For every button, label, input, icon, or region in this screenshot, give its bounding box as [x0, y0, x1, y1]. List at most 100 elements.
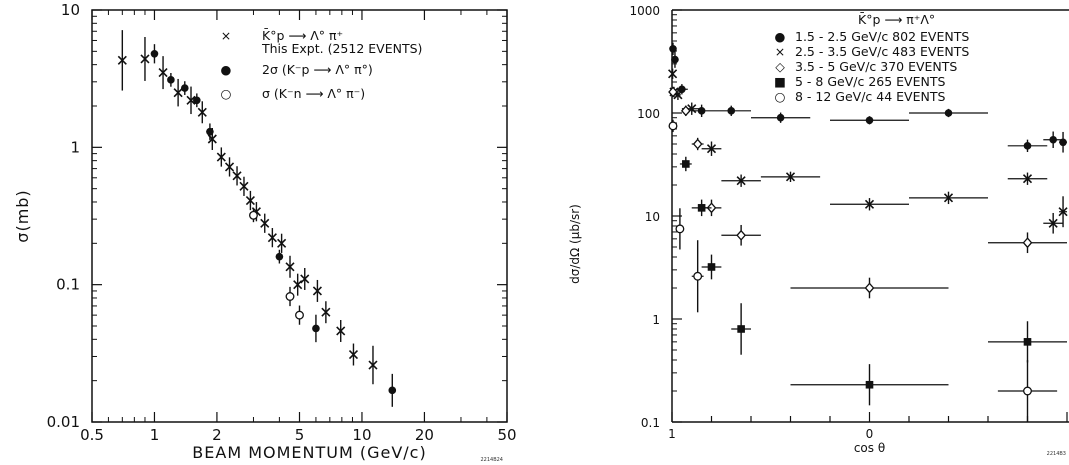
cross-marker [300, 274, 310, 284]
x-tick-label: 0.5 [80, 426, 104, 444]
legend-label: K̄°p ⟶ Λ° π⁺ [262, 28, 343, 43]
legend-symbol: ● [221, 62, 232, 77]
x-tick-label: 20 [415, 426, 434, 444]
y-tick-label: 1 [652, 313, 660, 327]
filled-circle-marker [1023, 142, 1032, 150]
open-diamond-marker [668, 86, 678, 98]
cross-marker [312, 286, 322, 296]
cross-marker [785, 172, 796, 182]
series-filled-square [679, 156, 1067, 406]
cross-marker [260, 218, 270, 228]
cross-marker [348, 349, 359, 360]
open-circle-marker [295, 310, 304, 320]
cross-marker [321, 307, 331, 317]
filled-circle-marker [1059, 138, 1067, 147]
legend-label: 2σ (K⁻p ⟶ Λ° π°) [262, 62, 373, 77]
filled-circle-marker [167, 76, 175, 84]
filled-circle-marker [671, 55, 679, 64]
legend-symbol: × [221, 28, 231, 43]
filled-square-marker [865, 380, 874, 389]
series-filled-circle [150, 44, 397, 407]
filled-circle-marker [669, 45, 677, 53]
cross-marker [706, 144, 717, 154]
filled-square-marker [697, 204, 706, 212]
filled-circle-marker [180, 84, 189, 92]
cross-marker [864, 199, 875, 209]
open-circle-marker [675, 224, 685, 234]
cross-marker [197, 107, 207, 117]
filled-circle-marker [944, 109, 953, 117]
legend-title: K̄°p ⟶ π⁺Λ° [858, 12, 935, 27]
cross-marker [368, 360, 378, 370]
cross-marker [186, 95, 196, 105]
cross-marker [293, 280, 303, 290]
y-axis-label: dσ/dΩ (μb/sr) [568, 204, 582, 284]
filled-circle-marker [678, 85, 686, 94]
x-tick-label: 10 [352, 426, 371, 444]
open-diamond-marker [692, 138, 703, 150]
x-axis-label: cos θ [854, 441, 885, 455]
filled-square-marker [707, 263, 716, 271]
series-open-circle [668, 119, 1058, 422]
open-circle-marker [668, 121, 678, 131]
cross-marker [245, 195, 255, 206]
y-tick-label: 1000 [629, 4, 660, 18]
cross-marker [1022, 174, 1033, 184]
series-open-diamond [668, 86, 1067, 299]
legend-symbol: ○ [775, 89, 786, 104]
cross-marker [117, 55, 127, 65]
legend-label: 1.5 - 2.5 GeV/c 802 EVENTS [795, 29, 969, 44]
series-cross [117, 30, 378, 385]
filled-square-marker [737, 325, 745, 333]
legend-symbol: ○ [221, 86, 232, 101]
y-axis-label: σ(mb) [13, 189, 32, 242]
y-tick-label: 0.1 [56, 276, 80, 294]
filled-circle-marker [776, 113, 785, 122]
x-tick-label: 50 [497, 426, 516, 444]
cross-marker [224, 162, 235, 172]
cross-marker [1058, 207, 1068, 217]
right-legend: K̄°p ⟶ π⁺Λ° ● 1.5 - 2.5 GeV/c 802 EVENTS × 2… [774, 12, 969, 104]
x-tick-label: 5 [295, 426, 305, 444]
x-tick-label: 1 [150, 426, 160, 444]
cross-marker [216, 152, 226, 162]
x-tick-label: 0 [866, 427, 874, 441]
cross-marker [673, 90, 683, 100]
open-circle-marker [285, 292, 295, 301]
cross-marker [736, 176, 746, 186]
open-circle-marker [249, 210, 258, 220]
filled-circle-marker [1049, 135, 1057, 144]
filled-circle-marker [150, 49, 159, 58]
filled-circle-marker [275, 252, 284, 261]
open-circle-marker [693, 271, 703, 281]
open-diamond-marker [864, 282, 875, 294]
filled-circle-marker [388, 386, 397, 395]
legend-symbol: × [775, 44, 785, 59]
filled-circle-marker [727, 107, 736, 115]
y-tick-label: 1 [70, 138, 80, 156]
cross-marker [207, 134, 217, 144]
open-diamond-marker [736, 229, 746, 241]
cross-marker [943, 193, 954, 203]
filled-circle-marker [193, 96, 201, 105]
x-tick-label: 2 [212, 426, 222, 444]
legend-label: 8 - 12 GeV/c 44 EVENTS [795, 89, 945, 104]
cross-marker [285, 262, 295, 272]
cross-marker [158, 68, 168, 78]
y-tick-label: 0.1 [641, 416, 660, 430]
cross-marker [140, 54, 150, 64]
series-cross [668, 68, 1068, 234]
x-tick-label: 1 [668, 427, 676, 441]
legend-symbol: ◇ [775, 59, 785, 74]
cross-marker [1048, 218, 1058, 228]
x-axis-label: BEAM MOMENTUM (GeV/c) [192, 443, 426, 462]
cross-marker [277, 238, 287, 248]
y-tick-label: 0.01 [47, 413, 80, 431]
legend-label: 3.5 - 5 GeV/c 370 EVENTS [795, 59, 957, 74]
y-tick-label: 100 [637, 107, 660, 121]
cross-marker [336, 326, 346, 336]
y-tick-label: 10 [61, 1, 80, 19]
y-axis-label-text: dσ/dΩ (μb/sr) [568, 204, 582, 284]
